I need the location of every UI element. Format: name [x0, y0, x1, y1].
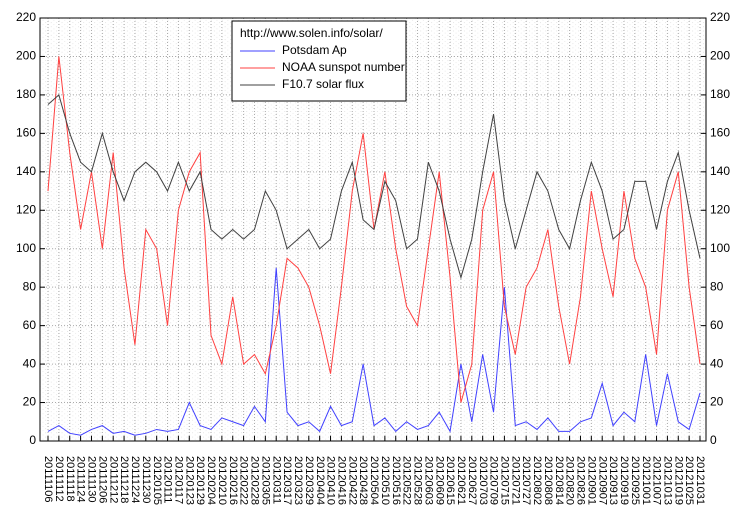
y2-tick-label: 80	[710, 279, 724, 293]
y-tick-label: 160	[16, 126, 36, 140]
x-tick-label: 20120504	[368, 456, 380, 505]
x-tick-label: 20111112	[53, 456, 65, 502]
x-tick-label: 20111118	[64, 456, 76, 502]
x-tick-label: 20121001	[640, 456, 652, 505]
x-tick-label: 20121025	[683, 456, 695, 505]
grid: 0 0 20 20 40 40 60 60 80 80 100 100 120 120 140 140 160 1…	[16, 10, 730, 505]
y-tick-label: 40	[23, 356, 37, 370]
x-tick-label: 20120317	[281, 456, 293, 505]
y-tick-label: 0	[29, 433, 36, 447]
x-tick-label: 20120516	[390, 456, 402, 505]
x-tick-label: 20120621	[455, 456, 467, 505]
x-tick-label: 20111130	[86, 456, 98, 503]
x-tick-label: 20120901	[585, 456, 597, 505]
series-line	[47, 94, 701, 280]
legend-label: NOAA sunspot number	[282, 60, 405, 74]
x-tick-label: 20111124	[75, 456, 87, 503]
x-tick-label: 20120826	[575, 456, 587, 505]
x-tick-label: 20111206	[96, 456, 108, 503]
x-tick-label: 20120615	[444, 456, 456, 505]
legend: http://www.solen.info/solar/ Potsdam Ap N…	[231, 20, 407, 102]
x-tick-label: 20120709	[488, 456, 500, 505]
y2-tick-label: 0	[710, 433, 717, 447]
x-tick-label: 20120422	[346, 456, 358, 505]
legend-items: Potsdam Ap NOAA sunspot number F10.7 solar…	[240, 43, 405, 91]
x-tick-label: 20111230	[140, 456, 152, 503]
legend-box	[231, 20, 407, 102]
x-tick-label: 20121013	[661, 456, 673, 505]
x-tick-label: 20120808	[542, 456, 554, 505]
x-tick-label: 20120913	[607, 456, 619, 505]
y2-tick-label: 200	[710, 49, 730, 63]
x-tick-label: 20120627	[466, 456, 478, 505]
legend-title: http://www.solen.info/solar/	[240, 26, 383, 40]
x-tick-label: 20120919	[618, 456, 630, 505]
x-tick-label: 20120925	[629, 456, 641, 505]
x-tick-label: 20120603	[422, 456, 434, 505]
y2-tick-label: 140	[710, 164, 730, 178]
x-tick-label: 20120323	[292, 456, 304, 505]
x-tick-label: 20120329	[303, 456, 315, 505]
x-tick-label: 20120907	[596, 456, 608, 505]
x-tick-label: 20120129	[194, 456, 206, 505]
x-tick-label: 20120111	[162, 456, 174, 503]
series-lines	[47, 56, 701, 436]
x-tick-label: 20121007	[651, 456, 663, 505]
y2-tick-label: 100	[710, 241, 730, 255]
y-tick-label: 200	[16, 49, 36, 63]
x-tick-label: 20120228	[249, 456, 261, 505]
x-tick-label: 20120522	[401, 456, 413, 505]
x-tick-label: 20111212	[107, 456, 119, 503]
plot-frame	[39, 17, 707, 442]
y-tick-label: 20	[23, 395, 37, 409]
x-tick-label: 20121019	[672, 456, 684, 505]
y-tick-label: 220	[16, 10, 36, 24]
x-tick-label: 20120117	[172, 456, 184, 504]
y2-tick-label: 220	[710, 10, 730, 24]
y2-tick-label: 180	[710, 87, 730, 101]
x-tick-label: 20120210	[216, 456, 228, 505]
y2-tick-label: 20	[710, 395, 724, 409]
x-tick-label: 20120715	[498, 456, 510, 505]
x-tick-label: 20120510	[379, 456, 391, 505]
y2-tick-label: 160	[710, 126, 730, 140]
x-tick-label: 20120609	[433, 456, 445, 505]
x-tick-label: 20120814	[553, 456, 565, 505]
x-tick-label: 20120703	[477, 456, 489, 505]
x-tick-label: 20121031	[694, 456, 706, 505]
legend-label: Potsdam Ap	[282, 43, 347, 57]
y2-tick-label: 40	[710, 356, 724, 370]
x-tick-label: 20111106	[42, 456, 54, 503]
y-tick-label: 80	[23, 279, 37, 293]
y-tick-label: 100	[16, 241, 36, 255]
x-tick-label: 20120727	[520, 456, 532, 505]
y-tick-label: 180	[16, 87, 36, 101]
x-tick-label: 20120404	[314, 456, 326, 505]
legend-label: F10.7 solar flux	[282, 77, 364, 91]
x-tick-label: 20120721	[509, 456, 521, 505]
y-tick-label: 140	[16, 164, 36, 178]
y-tick-label: 60	[23, 318, 37, 332]
series-line	[47, 267, 701, 436]
y2-tick-label: 120	[710, 202, 730, 216]
x-tick-label: 20120802	[531, 456, 543, 505]
x-tick-label: 20120123	[183, 456, 195, 505]
x-tick-label: 20120216	[227, 456, 239, 505]
x-tick-label: 20120820	[564, 456, 576, 505]
x-tick-label: 20111224	[129, 456, 141, 503]
x-tick-label: 20111218	[118, 456, 130, 503]
y2-tick-label: 60	[710, 318, 724, 332]
y-tick-label: 120	[16, 202, 36, 216]
x-tick-label: 20120222	[238, 456, 250, 505]
x-tick-label: 20120105	[151, 456, 163, 505]
x-tick-label: 20120528	[412, 456, 424, 505]
x-tick-label: 20120428	[357, 456, 369, 505]
x-tick-label: 20120416	[335, 456, 347, 505]
x-tick-label: 20120311	[270, 456, 282, 504]
x-tick-label: 20120410	[325, 456, 337, 505]
x-tick-label: 20120204	[205, 456, 217, 505]
x-tick-label: 20120305	[259, 456, 271, 505]
